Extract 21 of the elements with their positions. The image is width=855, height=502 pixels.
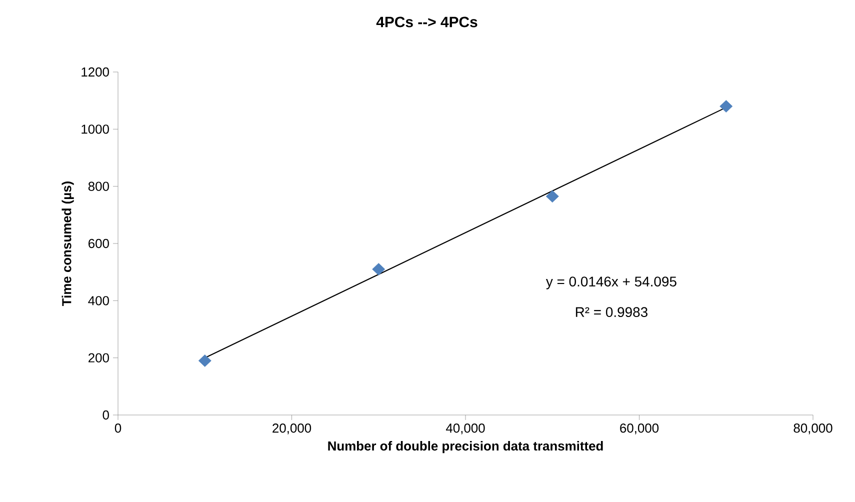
annotation: y = 0.0146x + 54.095 xyxy=(546,276,676,290)
chart-title: 4PCs --> 4PCs xyxy=(376,16,478,28)
y-tick-label: 1200 xyxy=(82,67,109,77)
x-tick-label: 40,000 xyxy=(446,424,485,434)
y-axis-title: Time consumed (µs) xyxy=(62,182,74,306)
x-tick-label: 20,000 xyxy=(272,424,312,434)
x-tick-label: 60,000 xyxy=(620,424,659,434)
annotation: R² = 0.9983 xyxy=(576,307,648,318)
y-tick-label: 800 xyxy=(88,182,109,191)
y-tick-label: 200 xyxy=(88,353,109,362)
point xyxy=(546,190,559,203)
x-tick-label: 0 xyxy=(114,424,122,433)
y-tick-label: 400 xyxy=(88,296,109,306)
x-tick-label: 80,000 xyxy=(794,424,832,434)
point xyxy=(198,354,212,367)
x-axis-title: Number of double precision data transmitted xyxy=(328,441,603,454)
y-tick-label: 0 xyxy=(102,410,109,420)
y-tick-label: 1000 xyxy=(82,124,109,134)
point xyxy=(372,263,386,276)
y-tick-label: 600 xyxy=(88,238,109,248)
point xyxy=(720,100,733,112)
